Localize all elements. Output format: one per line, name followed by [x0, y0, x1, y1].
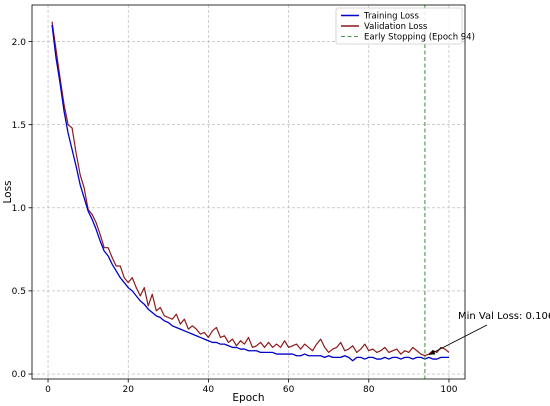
legend-label-validation: Validation Loss: [364, 22, 428, 32]
validation-loss-line: [51, 21, 450, 357]
annotation-label: Min Val Loss: 0.1069: [458, 311, 550, 322]
legend-item-training: Training Loss: [341, 12, 419, 22]
tick-layer: 0 20 40 60 80 100 0.0 0.5 1.0 1.5 2.0: [12, 38, 458, 395]
legend: Training Loss Validation Loss Early Stop…: [335, 7, 475, 45]
x-tick-label: 60: [283, 385, 295, 395]
training-loss-line: [51, 24, 449, 362]
x-tick-label: 0: [45, 385, 51, 395]
legend-item-early-stopping: Early Stopping (Epoch 94): [341, 33, 475, 43]
plot-frame: [31, 4, 466, 380]
y-axis-label: Loss: [2, 180, 14, 203]
legend-label-early-stopping: Early Stopping (Epoch 94): [364, 33, 475, 43]
x-tick-label: 100: [440, 385, 457, 395]
y-tick-label: 1.0: [12, 204, 27, 214]
annotation-arrow-head: [428, 349, 436, 355]
x-axis-label: Epoch: [232, 392, 264, 404]
y-tick-label: 2.0: [12, 38, 27, 48]
grid: [32, 5, 465, 379]
annotation-arrow-line: [428, 324, 488, 356]
series-layer: [51, 21, 450, 362]
x-tick-label: 80: [363, 385, 375, 395]
legend-box: [335, 7, 463, 45]
y-tick-label: 0.5: [12, 287, 26, 297]
legend-label-training: Training Loss: [363, 12, 419, 22]
y-tick-label: 0.0: [12, 370, 27, 380]
x-tick-label: 20: [122, 385, 134, 395]
y-tick-label: 1.5: [12, 121, 26, 131]
min-val-annotation: Min Val Loss: 0.1069: [428, 311, 550, 356]
legend-item-validation: Validation Loss: [341, 22, 428, 32]
x-tick-label: 40: [203, 385, 215, 395]
